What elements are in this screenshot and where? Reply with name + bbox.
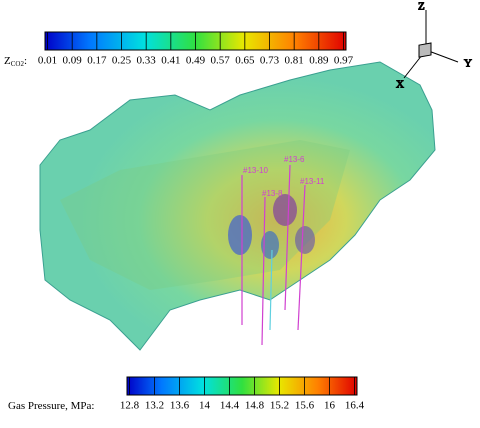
colorbar-tick-label: 15.2 — [270, 400, 289, 412]
well-labels: #13-10 #13-6 #13-8 #13-11 — [243, 155, 325, 198]
colorbar-tick-label: 0.65 — [235, 55, 255, 67]
colorbar-label-sub: CO2 — [11, 60, 25, 68]
colorbar-tick-label: 12.8 — [120, 400, 140, 412]
colorbars: 0.01 0.09 0.17 0.25 0.33 0.41 0.49 0.57 0.65 0.73… — [4, 31, 365, 412]
colorbar-tick-label: 0.25 — [112, 55, 132, 67]
axis-label: Y — [464, 58, 472, 70]
colorbar-label: ZCO2: — [4, 55, 27, 68]
well-label: #13-10 — [243, 166, 268, 175]
colorbar-tick-label: 13.2 — [145, 400, 164, 412]
colorbar-tick-label: 0.09 — [63, 55, 83, 67]
reservoir-surface — [39, 61, 436, 351]
axis-label: Z — [418, 1, 425, 13]
colorbar-tick-label: 0.97 — [334, 55, 354, 67]
well-label: #13-8 — [262, 189, 283, 198]
colorbar-tick-label: 0.41 — [161, 55, 180, 67]
colorbar-tick-label: 0.89 — [309, 55, 329, 67]
colorbar-tick-label: 0.17 — [87, 55, 107, 67]
colorbar-tick-label: 13.6 — [170, 400, 190, 412]
colorbar-tick-label: 15.6 — [295, 400, 315, 412]
well-label: #13-6 — [284, 155, 305, 164]
colorbar-tick-label: 0.49 — [186, 55, 206, 67]
colorbar-tick-label: 16.4 — [345, 400, 365, 412]
well-label: #13-11 — [300, 177, 325, 186]
colorbar-tick-label: 14.8 — [245, 400, 265, 412]
axis-triad: Z Y X — [396, 0, 473, 91]
colorbar-label: Gas Pressure, MPa: — [8, 400, 94, 412]
colorbar-tick-label: 0.81 — [285, 55, 304, 67]
colorbar-tick-label: 14.4 — [220, 400, 240, 412]
colorbar-label-end: : — [24, 55, 27, 67]
colorbar-tick-label: 0.73 — [260, 55, 280, 67]
colorbar-tick-label: 0.01 — [38, 55, 57, 67]
colorbar-label-text: Gas Pressure, MPa: — [8, 400, 94, 412]
colorbar-label-text: Z — [4, 55, 11, 67]
colorbar-tick-label: 0.33 — [137, 55, 157, 67]
colorbar — [126, 376, 358, 396]
colorbar-tick-label: 16 — [324, 400, 336, 412]
axis-label: X — [396, 79, 404, 91]
colorbar-tick-label: 14 — [199, 400, 211, 412]
well-paths — [241, 164, 306, 346]
colorbar-tick-label: 0.57 — [211, 55, 231, 67]
